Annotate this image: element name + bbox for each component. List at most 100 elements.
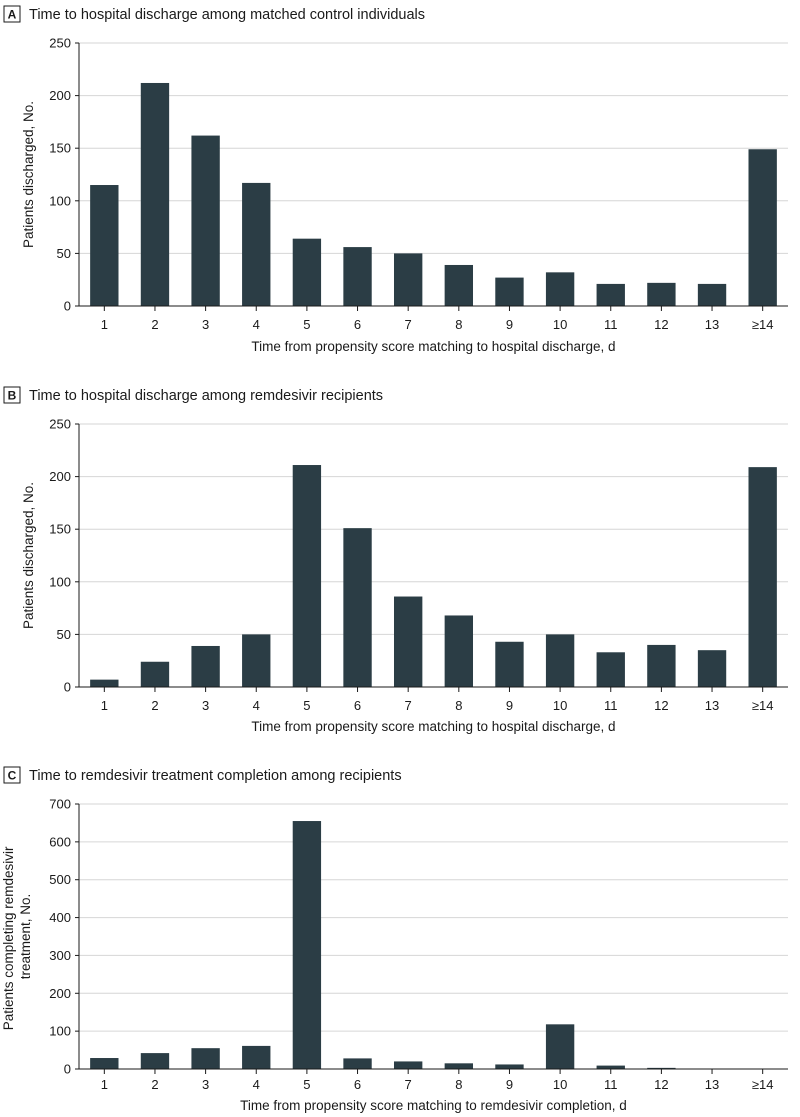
- y-tick-label: 700: [49, 797, 71, 812]
- x-tick-label: 11: [604, 698, 618, 713]
- y-tick-label: 100: [49, 193, 71, 208]
- bar: [191, 1048, 220, 1069]
- bar: [647, 282, 676, 306]
- x-tick-label: 8: [455, 317, 462, 332]
- bar: [596, 652, 625, 687]
- bar: [545, 272, 575, 306]
- x-tick-label: 10: [553, 698, 567, 713]
- x-tick-label: 3: [202, 698, 209, 713]
- panel-letter-box: [3, 766, 21, 784]
- x-tick-label: 1: [101, 1077, 108, 1092]
- bar: [444, 264, 474, 306]
- bar: [140, 82, 170, 306]
- bar: [90, 679, 119, 687]
- y-tick-label: 100: [49, 1024, 71, 1039]
- bar: [495, 277, 524, 306]
- bar: [393, 596, 423, 687]
- x-tick-labels: 1 2 3 4 5 6 7 8 9 10 11 12 13 ≥14: [79, 305, 788, 332]
- panel-letter: B: [8, 389, 17, 403]
- y-tick-label: 100: [49, 574, 71, 589]
- x-tick-label: 13: [705, 317, 719, 332]
- panel-letter-box: [3, 386, 21, 404]
- y-tick-label: 250: [49, 417, 71, 432]
- y-axis-label: Patients completing remdesivir treatment…: [1, 843, 33, 1031]
- y-tick-label: 200: [49, 986, 71, 1001]
- panel-letter: A: [8, 8, 17, 22]
- y-axis-label-line: treatment, No.: [18, 894, 33, 980]
- x-tick-label: 2: [151, 317, 158, 332]
- panel-a: A Time to hospital discharge among match…: [3, 5, 788, 354]
- bar: [647, 1067, 676, 1069]
- y-tick-label: 0: [64, 1062, 71, 1077]
- x-tick-label: 6: [354, 317, 361, 332]
- bar: [343, 1058, 372, 1069]
- x-tick-label: 7: [405, 317, 412, 332]
- x-tick-label: 10: [553, 317, 567, 332]
- bar: [343, 247, 372, 306]
- panel-letter-box: [3, 5, 21, 23]
- bar: [292, 821, 322, 1069]
- y-tick-label: 50: [57, 627, 71, 642]
- grid-lines: [78, 803, 788, 1069]
- bar: [292, 238, 322, 306]
- y-axis-label-line: Patients discharged, No.: [21, 101, 36, 248]
- bar: [191, 645, 220, 687]
- bar: [393, 253, 423, 306]
- y-tick-label: 0: [64, 299, 71, 314]
- grid-lines: [78, 42, 788, 306]
- x-tick-labels: 1 2 3 4 5 6 7 8 9 10 11 12 13 ≥14: [79, 686, 788, 713]
- x-tick-label: 11: [604, 317, 618, 332]
- x-tick-label: 6: [354, 698, 361, 713]
- x-tick-label: 5: [303, 1077, 310, 1092]
- y-axis-label-line: Patients completing remdesivir: [1, 846, 16, 1030]
- y-tick-label: 500: [49, 872, 71, 887]
- y-tick-labels: 0 50 100 150 200 250: [49, 36, 79, 314]
- x-tick-label: 13: [705, 698, 719, 713]
- panel-c: C Time to remdesivir treatment completio…: [1, 766, 788, 1113]
- y-tick-label: 200: [49, 469, 71, 484]
- bar: [596, 283, 625, 306]
- bar: [292, 465, 322, 687]
- x-tick-label: 12: [654, 1077, 668, 1092]
- x-tick-label: 4: [253, 698, 260, 713]
- bar: [393, 1061, 423, 1069]
- bar: [697, 650, 727, 687]
- x-tick-label: 9: [506, 317, 513, 332]
- y-tick-label: 300: [49, 948, 71, 963]
- x-tick-label: 2: [151, 698, 158, 713]
- bar: [444, 615, 474, 687]
- bar: [545, 1024, 575, 1069]
- x-tick-label: 3: [202, 317, 209, 332]
- x-tick-label: 9: [506, 1077, 513, 1092]
- x-tick-label: 5: [303, 317, 310, 332]
- bar: [748, 149, 777, 306]
- x-tick-label: 5: [303, 698, 310, 713]
- bar: [495, 1064, 524, 1069]
- x-tick-label: 1: [101, 317, 108, 332]
- x-axis-label: Time from propensity score matching to h…: [251, 719, 615, 734]
- x-tick-label: 12: [654, 317, 668, 332]
- bar: [140, 661, 170, 687]
- grid-lines: [78, 423, 788, 687]
- x-tick-label: 8: [455, 1077, 462, 1092]
- y-tick-label: 250: [49, 36, 71, 51]
- bar: [242, 182, 271, 306]
- bars: [90, 821, 676, 1069]
- x-tick-label: 7: [405, 698, 412, 713]
- x-axis-label: Time from propensity score matching to h…: [251, 339, 615, 354]
- bar: [444, 1063, 474, 1069]
- bar: [343, 528, 372, 687]
- x-tick-label: 1: [101, 698, 108, 713]
- x-tick-label: 6: [354, 1077, 361, 1092]
- panel-title: Time to hospital discharge among matched…: [29, 7, 425, 23]
- y-tick-label: 150: [49, 522, 71, 537]
- bar: [545, 634, 575, 687]
- panel-title: Time to hospital discharge among remdesi…: [29, 388, 383, 404]
- x-tick-label: 3: [202, 1077, 209, 1092]
- y-axis-label: Patients discharged, No.: [21, 101, 36, 248]
- x-tick-label: 4: [253, 317, 260, 332]
- y-tick-label: 0: [64, 680, 71, 695]
- x-tick-label: ≥14: [752, 317, 774, 332]
- y-axis-label: Patients discharged, No.: [21, 482, 36, 629]
